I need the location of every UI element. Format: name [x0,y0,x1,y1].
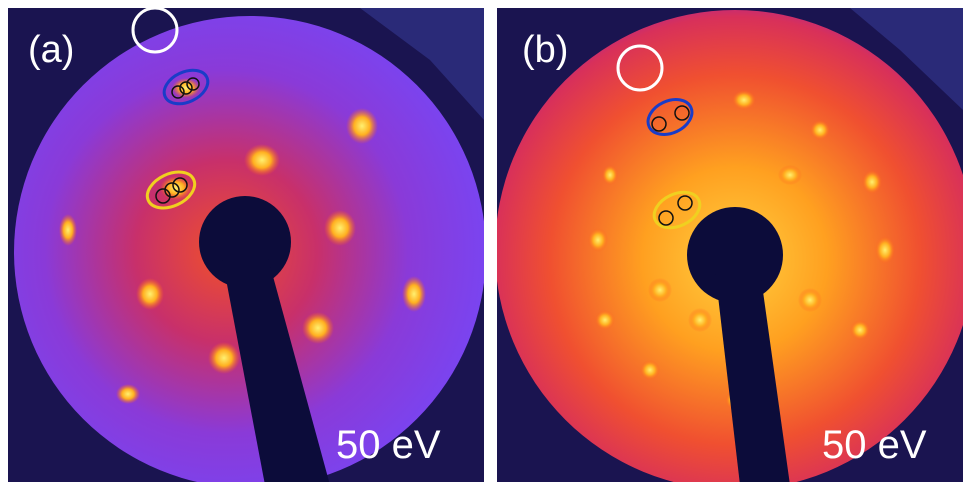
panel-label: (b) [522,29,568,71]
panel-a: (a) 50 eV [8,8,486,485]
panel-label: (a) [28,29,74,71]
energy-label: 50 eV [822,423,927,467]
page: (a) 50 eV (b) [0,0,964,485]
panel-b: (b) 50 eV [495,8,964,485]
energy-label: 50 eV [336,423,441,467]
figure: (a) 50 eV (b) [0,0,964,485]
